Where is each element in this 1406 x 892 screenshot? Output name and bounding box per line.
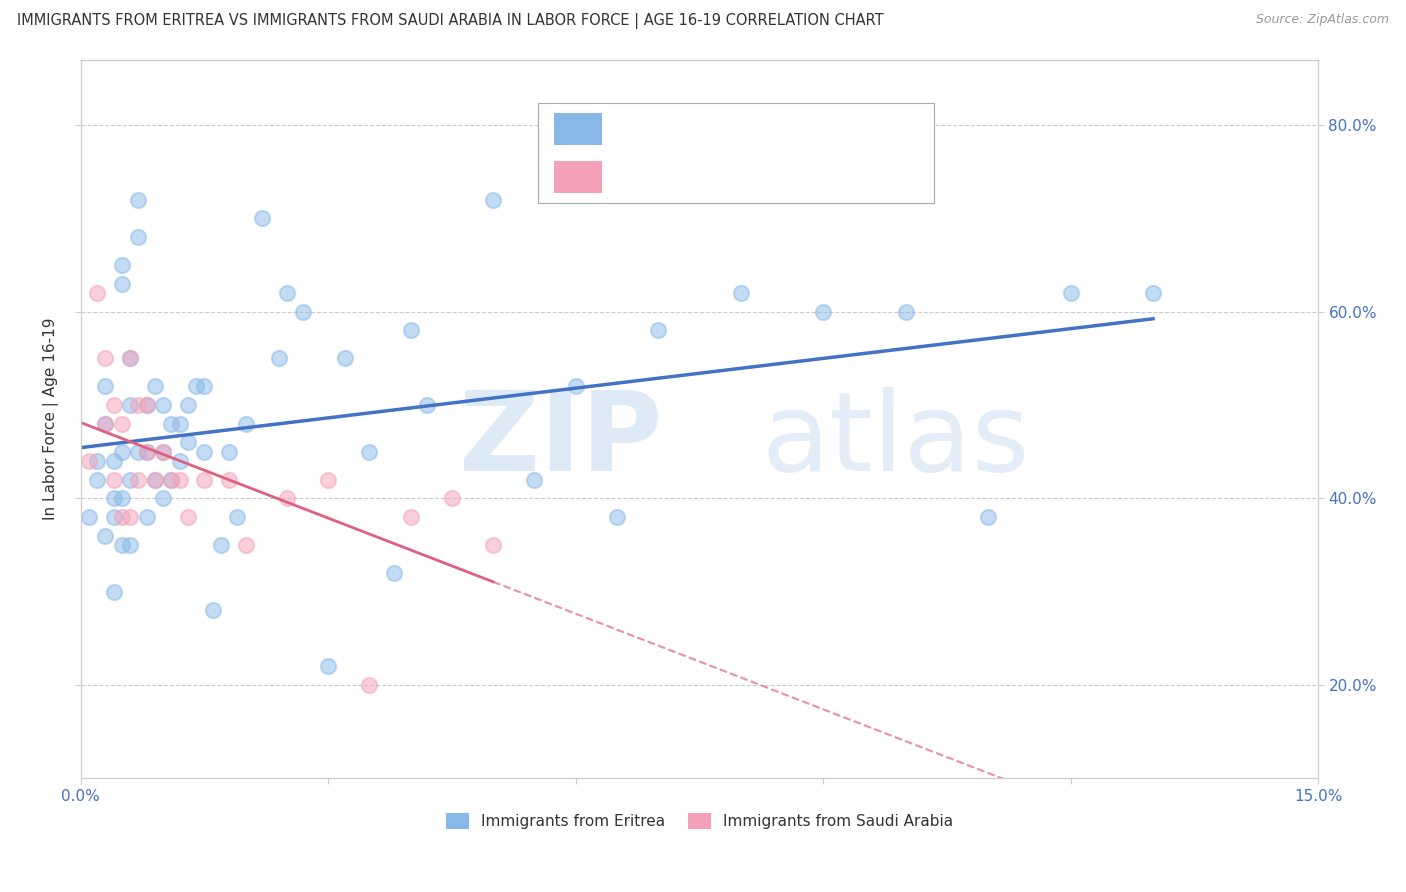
Point <box>111 258 134 272</box>
Point <box>127 230 149 244</box>
Point <box>160 417 183 431</box>
Point <box>235 417 257 431</box>
Point <box>359 444 381 458</box>
Point <box>86 473 108 487</box>
Point <box>111 509 134 524</box>
Point <box>1142 285 1164 300</box>
Point <box>127 398 149 412</box>
Point <box>127 444 149 458</box>
Point <box>94 417 117 431</box>
Point <box>250 211 273 226</box>
Point <box>152 444 174 458</box>
Point <box>135 398 157 412</box>
Point <box>103 584 125 599</box>
Point <box>111 491 134 506</box>
Point <box>120 351 142 366</box>
Point <box>160 473 183 487</box>
Point <box>359 678 381 692</box>
Point <box>226 509 249 524</box>
Text: atlas: atlas <box>761 387 1029 494</box>
Point <box>143 473 166 487</box>
Point <box>169 454 191 468</box>
Point <box>267 351 290 366</box>
Point <box>201 603 224 617</box>
Point <box>86 285 108 300</box>
Point <box>127 473 149 487</box>
Point <box>111 444 134 458</box>
Point <box>399 509 422 524</box>
Point <box>606 509 628 524</box>
Point <box>193 379 215 393</box>
Text: ZIP: ZIP <box>458 387 662 494</box>
Point <box>482 538 505 552</box>
Point <box>77 454 100 468</box>
Point <box>152 444 174 458</box>
Point <box>177 435 200 450</box>
Point <box>111 417 134 431</box>
Point <box>316 473 339 487</box>
Legend: Immigrants from Eritrea, Immigrants from Saudi Arabia: Immigrants from Eritrea, Immigrants from… <box>440 807 959 835</box>
Point <box>86 454 108 468</box>
Point <box>94 417 117 431</box>
Point <box>152 398 174 412</box>
Point <box>103 491 125 506</box>
Point <box>235 538 257 552</box>
Point <box>94 379 117 393</box>
Point <box>120 398 142 412</box>
Text: Source: ZipAtlas.com: Source: ZipAtlas.com <box>1256 13 1389 27</box>
Point <box>111 538 134 552</box>
Point <box>482 193 505 207</box>
Point <box>111 277 134 291</box>
Point <box>193 473 215 487</box>
Point <box>523 473 546 487</box>
Point <box>160 473 183 487</box>
Point <box>382 566 405 580</box>
Point <box>143 473 166 487</box>
Point <box>218 473 240 487</box>
Point <box>143 379 166 393</box>
Point <box>103 398 125 412</box>
Point <box>416 398 439 412</box>
Point <box>135 509 157 524</box>
Point <box>977 509 1000 524</box>
Point <box>120 351 142 366</box>
Point <box>120 538 142 552</box>
Point <box>1059 285 1081 300</box>
Point <box>94 351 117 366</box>
Point <box>77 509 100 524</box>
Point <box>94 528 117 542</box>
Point <box>169 417 191 431</box>
Point <box>120 509 142 524</box>
Point <box>218 444 240 458</box>
Point <box>103 509 125 524</box>
Point <box>152 491 174 506</box>
Point <box>184 379 207 393</box>
Point <box>135 398 157 412</box>
Text: IMMIGRANTS FROM ERITREA VS IMMIGRANTS FROM SAUDI ARABIA IN LABOR FORCE | AGE 16-: IMMIGRANTS FROM ERITREA VS IMMIGRANTS FR… <box>17 13 883 29</box>
Point <box>177 398 200 412</box>
Point <box>169 473 191 487</box>
Point <box>193 444 215 458</box>
Point <box>127 193 149 207</box>
Point <box>135 444 157 458</box>
Point <box>316 659 339 673</box>
Point <box>103 473 125 487</box>
Point <box>292 304 315 318</box>
Point <box>135 444 157 458</box>
Point <box>276 491 298 506</box>
Point <box>730 285 752 300</box>
Point <box>177 509 200 524</box>
Point <box>894 304 917 318</box>
Point <box>399 323 422 337</box>
Point <box>209 538 232 552</box>
Point <box>276 285 298 300</box>
Point <box>647 323 669 337</box>
Point <box>440 491 463 506</box>
Point <box>120 473 142 487</box>
Y-axis label: In Labor Force | Age 16-19: In Labor Force | Age 16-19 <box>44 318 59 520</box>
Point <box>811 304 834 318</box>
Point <box>333 351 356 366</box>
Point <box>103 454 125 468</box>
Point <box>564 379 586 393</box>
